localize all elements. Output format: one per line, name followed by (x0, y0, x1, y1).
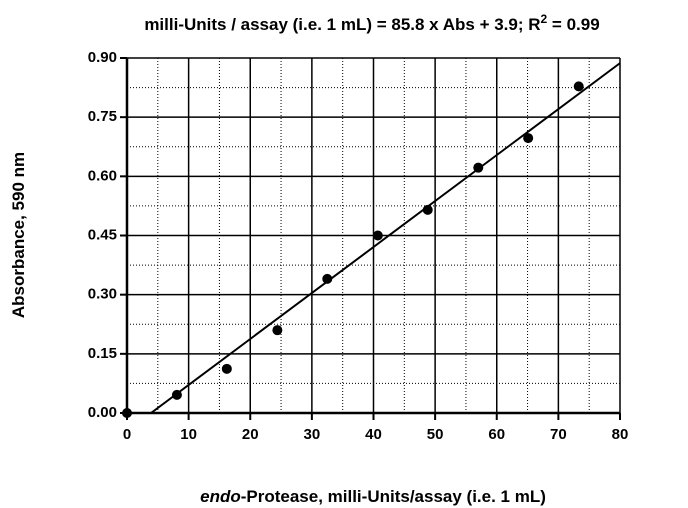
data-point (322, 273, 333, 284)
y-tick-label: 0.30 (88, 286, 117, 303)
data-point (372, 230, 383, 241)
data-point (122, 408, 132, 418)
x-tick-label: 70 (550, 426, 567, 443)
y-tick-label: 0.90 (88, 49, 117, 66)
data-point (171, 389, 182, 400)
x-tick-label: 50 (427, 426, 444, 443)
y-tick-label: 0.45 (88, 226, 117, 243)
x-tick-label: 30 (304, 426, 321, 443)
x-axis-label: endo-Protease, milli-Units/assay (i.e. 1… (200, 487, 546, 506)
y-tick-label: 0.00 (88, 404, 117, 421)
x-tick-label: 0 (123, 426, 131, 443)
y-axis-label: Absorbance, 590 nm (9, 152, 28, 318)
data-point (422, 204, 433, 215)
fit-line (150, 62, 621, 414)
x-tick-label: 20 (242, 426, 259, 443)
data-point (573, 81, 584, 92)
data-point (523, 133, 534, 144)
x-tick-label: 80 (612, 426, 629, 443)
data-point (473, 162, 484, 173)
x-tick-label: 10 (180, 426, 197, 443)
x-tick-label: 60 (488, 426, 505, 443)
y-tick-label: 0.60 (88, 167, 117, 184)
title-part: = 0.99 (547, 15, 599, 34)
data-point (221, 363, 232, 374)
title-superscript: 2 (541, 12, 548, 26)
x-label-part: endo (200, 487, 241, 506)
data-point (272, 325, 283, 336)
y-tick-label: 0.15 (88, 345, 117, 362)
x-label-part: -Protease, milli-Units/assay (i.e. 1 mL) (241, 487, 546, 506)
x-tick-label: 40 (365, 426, 382, 443)
title-part: milli-Units / assay (i.e. 1 mL) = 85.8 x… (144, 15, 540, 34)
chart-title: milli-Units / assay (i.e. 1 mL) = 85.8 x… (144, 12, 599, 34)
y-tick-label: 0.75 (88, 108, 117, 125)
